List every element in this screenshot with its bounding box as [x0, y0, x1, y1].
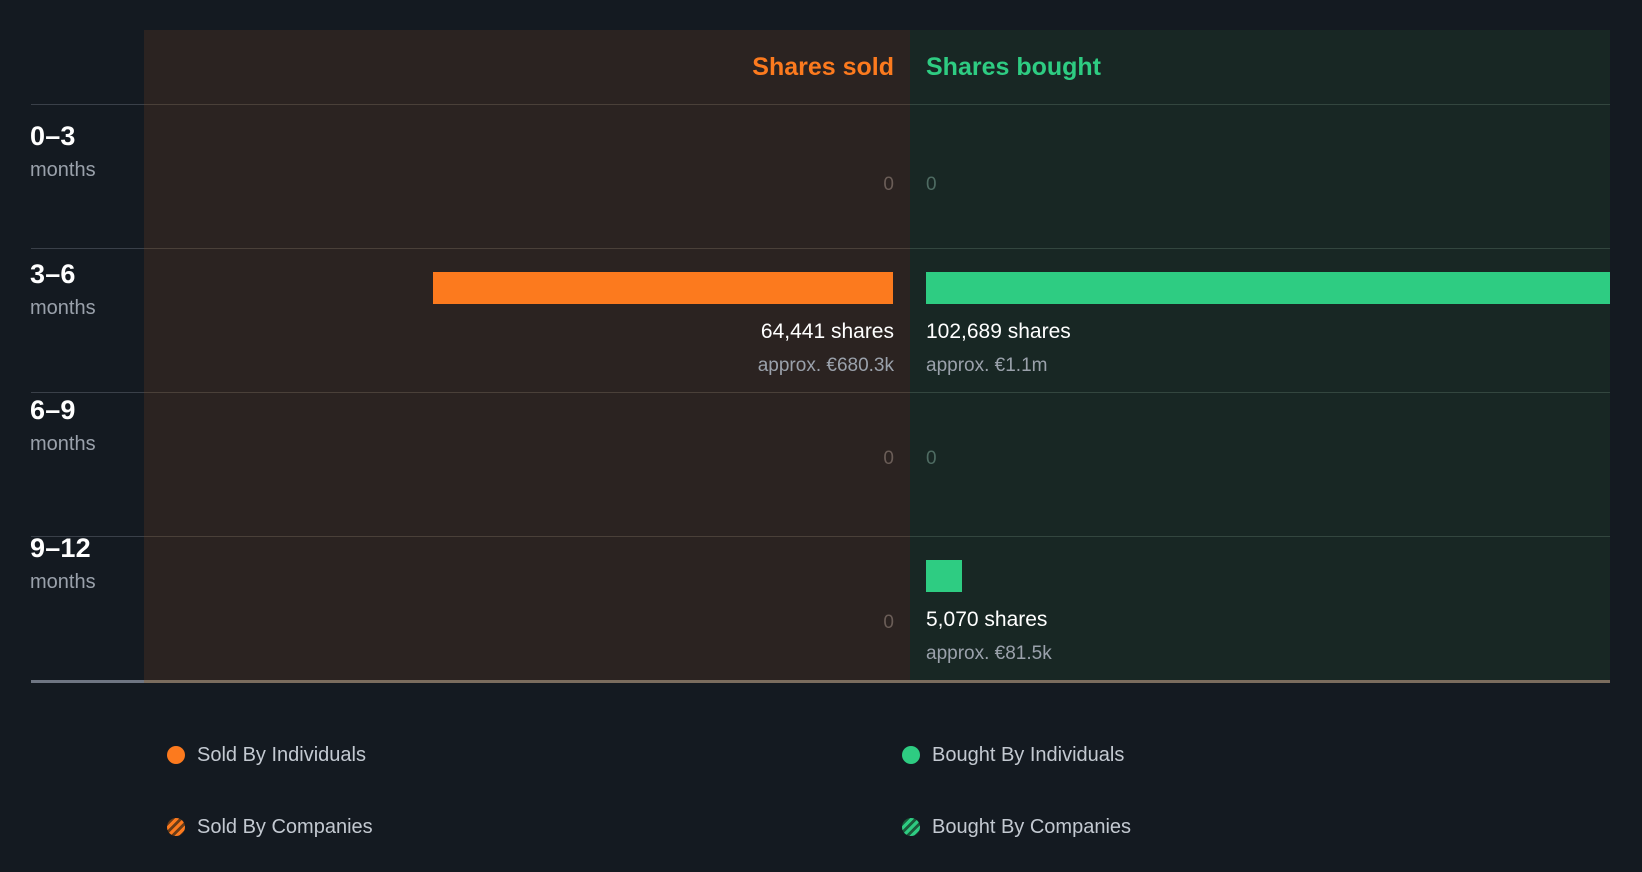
row-range: 0–3 — [30, 121, 76, 151]
row-separator-sold-segment — [144, 248, 1610, 249]
legend-item-sold-by-individuals[interactable]: Sold By Individuals — [167, 742, 366, 768]
row-label-9-12-months: 9–12 months — [30, 532, 140, 596]
row-separator-sold-segment — [144, 536, 1610, 537]
row-label-3-6-months: 3–6 months — [30, 258, 140, 322]
row-separator-bought-segment — [910, 104, 1610, 105]
sold-values-3-6: 64,441 shares approx. €680.3k — [144, 318, 894, 380]
sold-zero-value-0-3: 0 — [883, 174, 894, 195]
shares-sold-column-background — [144, 30, 910, 680]
row-separator-bought-segment — [910, 248, 1610, 249]
sold-zero-value-6-9: 0 — [883, 448, 894, 469]
row-separator — [31, 536, 1610, 537]
row-range: 6–9 — [30, 395, 76, 425]
legend-item-bought-by-individuals[interactable]: Bought By Individuals — [902, 742, 1124, 768]
row-separator-sold-segment — [144, 104, 1610, 105]
sold-zero-value-9-12: 0 — [883, 612, 894, 633]
bought-values-3-6: 102,689 shares approx. €1.1m — [926, 318, 1610, 380]
row-unit: months — [30, 297, 96, 319]
row-separator-bought-segment — [910, 536, 1610, 537]
sold-approx-value: approx. €680.3k — [757, 355, 894, 376]
legend-label: Sold By Companies — [197, 816, 373, 838]
bought-zero-value-0-3: 0 — [926, 174, 937, 195]
axis-bottom-line-inner — [144, 680, 1610, 683]
row-range: 9–12 — [30, 533, 91, 563]
legend-circle-hatched-orange-icon — [167, 818, 185, 836]
row-separator — [31, 392, 1610, 393]
shares-bought-header: Shares bought — [926, 53, 1102, 81]
legend-item-bought-by-companies[interactable]: Bought By Companies — [902, 814, 1131, 840]
legend-item-sold-by-companies[interactable]: Sold By Companies — [167, 814, 373, 840]
row-unit: months — [30, 571, 96, 593]
bought-bar-9-12[interactable] — [926, 560, 962, 592]
legend-label: Sold By Individuals — [197, 744, 366, 766]
bought-approx-value: approx. €1.1m — [926, 355, 1048, 376]
legend-label: Bought By Companies — [932, 816, 1132, 838]
bought-shares-count: 5,070 shares — [926, 608, 1048, 631]
row-separator-bought-segment — [910, 392, 1610, 393]
row-separator — [31, 248, 1610, 249]
legend-circle-hatched-green-icon — [902, 818, 920, 836]
row-separator-sold-segment — [144, 392, 1610, 393]
bought-approx-value: approx. €81.5k — [926, 643, 1052, 664]
legend-circle-solid-green-icon — [902, 746, 920, 764]
bought-zero-value-6-9: 0 — [926, 448, 937, 469]
axis-bottom-line — [31, 680, 1610, 683]
bought-bar-3-6[interactable] — [926, 272, 1610, 304]
legend-circle-solid-orange-icon — [167, 746, 185, 764]
sold-bar-3-6[interactable] — [433, 272, 893, 304]
row-range: 3–6 — [30, 259, 76, 289]
bought-values-9-12: 5,070 shares approx. €81.5k — [926, 606, 1610, 668]
row-unit: months — [30, 433, 96, 455]
row-label-6-9-months: 6–9 months — [30, 394, 140, 458]
row-label-0-3-months: 0–3 months — [30, 120, 140, 184]
shares-bought-column-background — [910, 30, 1610, 680]
shares-sold-header: Shares sold — [752, 53, 894, 81]
sold-shares-count: 64,441 shares — [760, 320, 894, 343]
row-unit: months — [30, 159, 96, 181]
bought-shares-count: 102,689 shares — [926, 320, 1071, 343]
row-separator — [31, 104, 1610, 105]
legend-label: Bought By Individuals — [932, 744, 1125, 766]
